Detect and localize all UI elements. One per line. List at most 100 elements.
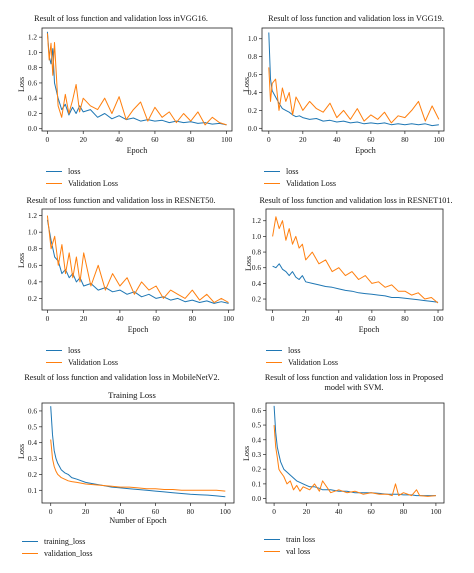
y-tick-label: 0.4 [248,88,257,97]
y-tick-label: 0.6 [28,261,37,270]
y-tick-label: 1.2 [28,33,37,42]
plot-frame [41,402,235,504]
y-tick-label: 0.4 [252,435,261,444]
legend-label: Validation Loss [68,178,118,188]
x-tick-label: 60 [152,314,160,323]
y-tick-label: 0.6 [252,406,261,415]
chart-title: Result of loss function and validation l… [26,196,216,205]
legend-swatch-2 [264,182,280,184]
legend: loss Validation Loss [46,165,118,189]
series-line-2 [50,439,226,492]
y-tick-label: 1.2 [28,211,37,220]
x-tick-label: 60 [151,135,159,144]
x-tick-label: 40 [116,314,124,323]
series-line-2 [268,67,440,124]
x-tick-label: 0 [271,314,275,323]
series-line-1 [272,263,439,303]
y-tick-label: 0.6 [252,263,261,272]
x-tick-label: 40 [335,507,343,516]
legend: train loss val loss [264,533,315,557]
x-axis-label: Epoch [126,146,148,155]
y-tick-label: 0.5 [28,422,37,431]
legend-swatch-2 [22,552,38,554]
x-tick-label: 80 [187,507,195,516]
y-tick-label: 0.8 [252,248,261,257]
x-tick-label: 80 [400,507,408,516]
legend: loss Validation Loss [46,344,118,368]
x-tick-label: 60 [367,135,375,144]
y-tick-label: 0.1 [252,479,261,488]
x-tick-label: 0 [46,135,50,144]
y-tick-label: 0.8 [28,63,37,72]
chart-panel-2: Result of loss function and validation l… [237,0,474,193]
legend-swatch-1 [22,540,38,542]
y-tick-label: 0.2 [28,109,37,118]
x-tick-label: 40 [333,135,341,144]
chart-plot: 0 20 40 60 80 100 0.0 0.1 0.2 0.3 0.4 0.5 0.6 [252,402,445,516]
y-tick-label: 1.0 [28,48,37,57]
legend-label: train loss [286,534,316,544]
x-axis-label: Epoch [358,325,380,334]
legend: loss Validation Loss [266,344,338,368]
y-tick-label: 0.0 [28,124,37,133]
x-tick-label: 20 [303,507,311,516]
plot-frame [261,27,445,132]
chart-panel-3: Result of loss function and validation l… [0,193,237,373]
x-tick-label: 40 [117,507,125,516]
legend-label: loss [286,166,299,176]
y-tick-label: 0.8 [248,52,257,61]
legend-label: Validation Loss [286,178,336,188]
series-line-1 [268,32,439,127]
legend-swatch-2 [266,361,282,363]
legend-label: Validation Loss [68,357,118,367]
legend-swatch-2 [264,550,280,552]
x-tick-label: 80 [187,135,195,144]
y-tick-label: 0.0 [248,124,257,133]
legend-label: loss [288,345,301,355]
plot-frame [41,27,233,132]
series-line-2 [273,425,436,497]
x-axis-label: Epoch [355,146,376,155]
y-tick-label: 0.3 [252,450,261,459]
x-axis-label: Number of Epoch [109,516,167,525]
legend-swatch-2 [46,361,62,363]
x-tick-label: 20 [80,135,88,144]
x-tick-label: 60 [152,507,160,516]
chart-title: Result of loss function and validation l… [34,14,208,23]
x-tick-label: 20 [80,314,88,323]
chart-subtitle: Training Loss [108,390,156,400]
y-tick-label: 0.4 [28,438,37,447]
plot-frame [265,402,445,504]
chart-panel-4: Result of loss function and validation l… [237,193,474,373]
y-tick-label: 0.2 [252,465,261,474]
chart-title: Result of loss function and validation l… [268,14,444,23]
y-tick-label: 0.8 [28,244,37,253]
y-tick-label: 0.2 [28,294,37,303]
series-line-1 [46,31,227,126]
series-line-2 [46,33,227,126]
legend-label: validation_loss [44,548,93,558]
y-tick-label: 0.6 [28,406,37,415]
x-tick-label: 60 [368,314,376,323]
x-tick-label: 100 [223,314,234,323]
legend-label: Validation Loss [288,357,338,367]
x-tick-label: 20 [302,314,310,323]
series-line-1 [273,405,436,497]
y-tick-label: 0.2 [28,470,37,479]
x-tick-label: 60 [368,507,376,516]
chart-plot: 0 20 40 60 80 100 0.2 0.4 0.6 0.8 1.0 1.2 [28,208,235,323]
x-axis-label: Epoch [127,325,149,334]
chart-panel-6: Result of loss function and validation l… [237,373,474,573]
x-tick-label: 80 [401,135,409,144]
legend-swatch-1 [46,170,62,172]
legend-label: loss [68,166,81,176]
y-tick-label: 0.4 [28,94,37,103]
legend-label: training_loss [44,536,86,546]
legend-label: val loss [286,546,311,556]
x-tick-label: 80 [401,314,409,323]
chart-plot: 0 20 40 60 80 100 0.0 0.2 0.4 0.6 0.8 1.0 [248,27,445,144]
series-line-2 [272,216,439,304]
chart-plot: 0 20 40 60 80 100 0.0 0.2 0.4 0.6 0.8 1.0 1.2 [28,27,233,144]
chart-panel-5: Result of loss function and validation l… [0,373,237,573]
legend: loss Validation Loss [264,165,336,189]
